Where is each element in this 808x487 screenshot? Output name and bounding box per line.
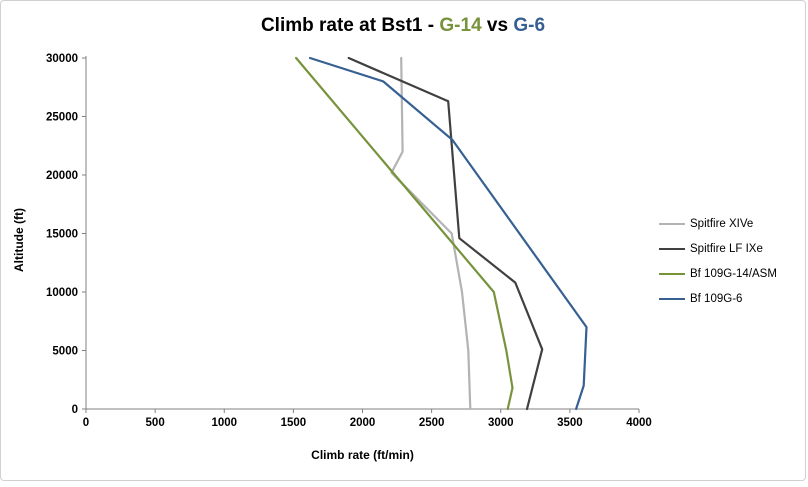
chart-title: Climb rate at Bst1 - G-14 vs G-6 — [1, 15, 805, 37]
x-axis-title: Climb rate (ft/min) — [311, 448, 414, 462]
series-line-spitfire-xive — [390, 56, 472, 411]
x-tick-label: 2500 — [419, 417, 445, 429]
legend-line-swatch — [659, 272, 685, 275]
legend-item-bf-109g-6: Bf 109G-6 — [659, 286, 804, 311]
legend-label: Bf 109G-14/ASM — [690, 267, 777, 280]
x-tick-label: 2000 — [350, 417, 376, 429]
legend-label: Bf 109G-6 — [690, 292, 743, 305]
legend-line-swatch — [659, 247, 685, 250]
chart-title-g6: G-6 — [513, 15, 546, 36]
chart-title-g14: G-14 — [439, 15, 482, 36]
x-tick-label: 1500 — [281, 417, 307, 429]
y-tick-label: 30000 — [46, 53, 78, 65]
x-tick-label: 1000 — [211, 417, 237, 429]
series-line-bf-109g-14-asm — [295, 56, 514, 411]
y-tick-label: 20000 — [46, 170, 78, 182]
x-tick-label: 4000 — [626, 417, 652, 429]
legend-label: Spitfire XIVe — [690, 217, 754, 230]
y-tick-label: 15000 — [46, 229, 78, 241]
legend-line-swatch — [659, 297, 685, 300]
legend: Spitfire XIVe Spitfire LF IXe Bf 109G-14/A… — [659, 211, 804, 311]
legend-item-bf-109g-14-asm: Bf 109G-14/ASM — [659, 261, 804, 286]
x-tick-label: 0 — [83, 417, 89, 429]
legend-line-swatch — [659, 222, 685, 225]
y-tick-label: 0 — [72, 404, 78, 416]
y-axis-title: Altitude (ft) — [12, 208, 26, 272]
x-tick-label: 500 — [146, 417, 165, 429]
y-tick-label: 10000 — [46, 287, 78, 299]
y-tick-label: 5000 — [52, 346, 78, 358]
y-tick-label: 25000 — [46, 112, 78, 124]
series-line-spitfire-lf-ixe — [347, 56, 544, 411]
x-tick-label: 3000 — [488, 417, 514, 429]
legend-label: Spitfire LF IXe — [690, 242, 763, 255]
chart-title-text: Climb rate at Bst1 - — [260, 15, 440, 36]
x-tick-label: 3500 — [557, 417, 583, 429]
series-line-bf-109g-6 — [308, 56, 588, 411]
chart-title-vs: vs — [481, 15, 514, 36]
legend-item-spitfire-xive: Spitfire XIVe — [659, 211, 804, 236]
legend-item-spitfire-lf-ixe: Spitfire LF IXe — [659, 236, 804, 261]
